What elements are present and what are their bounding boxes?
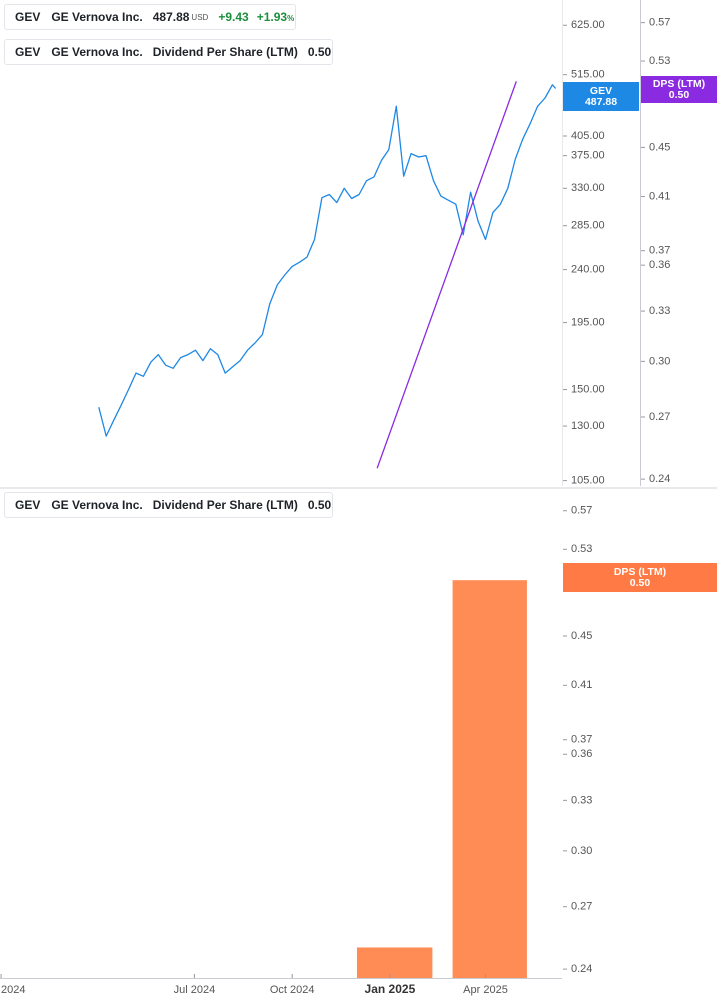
x-axis-tick-label: Apr 2025: [463, 984, 508, 996]
dps-axis-tick-label-top: 0.27: [649, 411, 670, 423]
dps-tag-bottom-value: 0.50: [629, 576, 651, 589]
dps-axis-tick-label-bottom: 0.27: [571, 901, 592, 913]
dps-legend-top-metric: Dividend Per Share (LTM): [152, 45, 298, 59]
price-last-tag: GEV 487.88: [563, 82, 639, 111]
price-tag-symbol: GEV: [589, 84, 613, 97]
price-axis-tick-label: 240.00: [571, 263, 605, 275]
price-axis-tick-label: 405.00: [571, 130, 605, 142]
price-axis-tick-label: 195.00: [571, 316, 605, 328]
dps-axis-tick-label-top: 0.36: [649, 259, 670, 271]
price-legend-change-pct: +1.93%: [257, 10, 295, 24]
dps-axis-tick-label-top: 0.41: [649, 190, 670, 202]
price-legend-change: +9.43: [218, 10, 249, 24]
dps-axis-tick-label-bottom: 0.37: [571, 734, 592, 746]
price-series-line: [98, 84, 557, 437]
dps-legend-bottom-value: 0.50: [307, 498, 332, 512]
price-axis-tick-label: 330.00: [571, 182, 605, 194]
price-legend-name: GE Vernova Inc.: [51, 10, 143, 24]
price-axis-tick-label: 625.00: [571, 19, 605, 31]
dps-axis-tick-label-bottom: 0.45: [571, 630, 592, 642]
price-legend-change-pct-value: +1.93: [256, 10, 288, 24]
price-legend-symbol: GEV: [15, 10, 41, 24]
dps-legend-top-name: GE Vernova Inc.: [51, 45, 143, 59]
dps-axis-tick-label-top: 0.37: [649, 245, 670, 257]
dps-axis-tick-label-top: 0.24: [649, 473, 670, 485]
dps-tag-top-label: DPS (LTM): [652, 77, 706, 90]
price-legend-pct-sign: %: [287, 14, 295, 23]
dps-series-line: [376, 81, 517, 469]
price-legend-price: 487.88: [152, 10, 190, 24]
dps-last-tag-top: DPS (LTM) 0.50: [641, 76, 717, 103]
dps-axis-tick-label-bottom: 0.53: [571, 543, 592, 555]
price-legend: GEV GE Vernova Inc. 487.88 USD +9.43 +1.…: [4, 4, 296, 30]
dps-axis-tick-label-bottom: 0.41: [571, 679, 592, 691]
price-legend-currency: USD: [191, 12, 209, 22]
dps-axis-tick-label-bottom: 0.30: [571, 845, 592, 857]
dps-legend-bottom-name: GE Vernova Inc.: [51, 498, 143, 512]
price-axis-tick-label: 515.00: [571, 69, 605, 81]
dps-axis-tick-label-bottom: 0.57: [571, 505, 592, 517]
dps-legend-bottom: GEV GE Vernova Inc. Dividend Per Share (…: [4, 492, 333, 518]
price-axis-tick-label: 130.00: [571, 420, 605, 432]
dps-legend-top: GEV GE Vernova Inc. Dividend Per Share (…: [4, 39, 333, 65]
dps-legend-bottom-metric: Dividend Per Share (LTM): [152, 498, 298, 512]
dps-bar-1: [452, 580, 527, 978]
price-axis-tick-label: 105.00: [571, 475, 605, 487]
price-axis-tick-label: 375.00: [571, 150, 605, 162]
dps-axis-tick-label-top: 0.30: [649, 355, 670, 367]
x-axis-tick-label: Jan 2025: [365, 982, 416, 996]
dps-axis-tick-label-bottom: 0.36: [571, 748, 592, 760]
dps-axis-tick-label-bottom: 0.33: [571, 794, 592, 806]
dps-tag-bottom-label: DPS (LTM): [613, 565, 667, 578]
x-axis-tick-label: Jul 2024: [174, 984, 216, 996]
price-axis-tick-label: 150.00: [571, 383, 605, 395]
dps-axis-tick-label-top: 0.57: [649, 17, 670, 29]
dps-axis-tick-label-top: 0.45: [649, 141, 670, 153]
dps-tag-top-value: 0.50: [668, 88, 690, 101]
dps-bar-0: [356, 947, 433, 978]
dps-axis-tick-label-bottom: 0.24: [571, 963, 592, 975]
x-axis-tick-label: Oct 2024: [270, 984, 315, 996]
dps-last-tag-bottom: DPS (LTM) 0.50: [563, 563, 717, 592]
price-axis-tick-label: 285.00: [571, 220, 605, 232]
price-tag-value: 487.88: [584, 95, 618, 108]
dps-axis-tick-label-top: 0.53: [649, 55, 670, 67]
dps-legend-bottom-symbol: GEV: [15, 498, 41, 512]
x-axis-tick-label: 2024: [1, 984, 25, 996]
dps-axis-tick-label-top: 0.33: [649, 305, 670, 317]
dps-legend-top-symbol: GEV: [15, 45, 41, 59]
dps-legend-top-value: 0.50: [307, 45, 332, 59]
